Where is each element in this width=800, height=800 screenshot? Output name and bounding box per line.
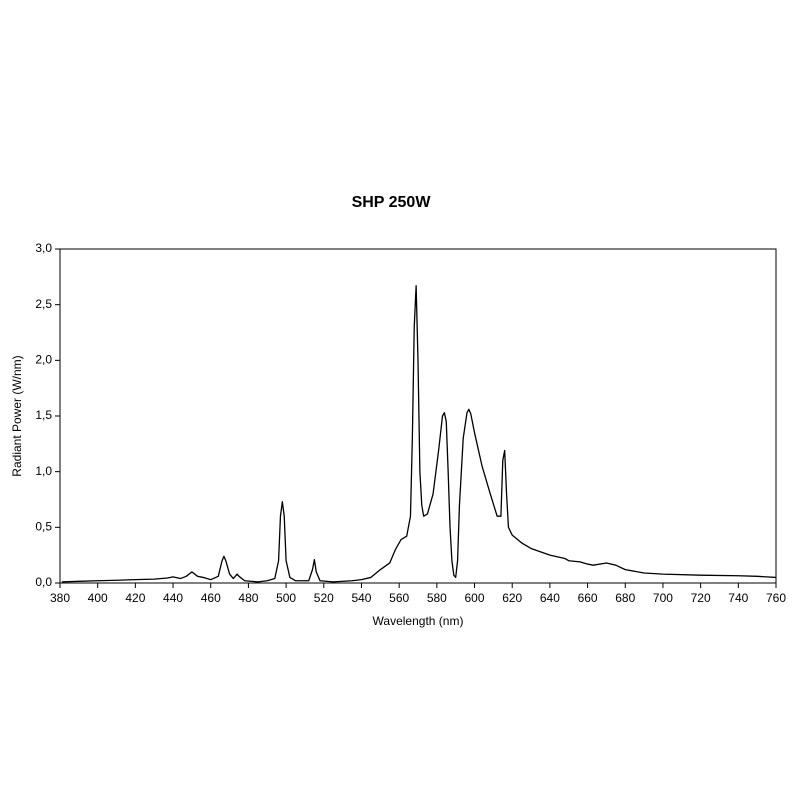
x-tick-label: 680 [615, 591, 635, 605]
x-tick-label: 440 [163, 591, 183, 605]
x-tick-label: 500 [276, 591, 296, 605]
x-axis-label: Wavelength (nm) [373, 614, 464, 628]
spectrum-line [61, 285, 777, 583]
y-tick-label: 3,0 [35, 241, 52, 255]
y-tick-label: 0,5 [35, 520, 52, 534]
chart-title: SHP 250W [352, 194, 432, 211]
x-tick-label: 380 [50, 591, 70, 605]
x-tick-label: 580 [427, 591, 447, 605]
x-tick-label: 460 [201, 591, 221, 605]
x-tick-label: 700 [653, 591, 673, 605]
y-tick-label: 2,5 [35, 297, 52, 311]
x-tick-label: 620 [502, 591, 522, 605]
x-tick-label: 520 [314, 591, 334, 605]
x-tick-label: 640 [540, 591, 560, 605]
x-tick-label: 540 [351, 591, 371, 605]
y-axis-label: Radiant Power (W/nm) [10, 355, 24, 476]
x-tick-label: 400 [88, 591, 108, 605]
x-tick-label: 740 [728, 591, 748, 605]
x-tick-label: 760 [766, 591, 786, 605]
x-tick-label: 660 [578, 591, 598, 605]
x-tick-label: 480 [238, 591, 258, 605]
x-tick-label: 420 [125, 591, 145, 605]
x-tick-label: 720 [691, 591, 711, 605]
y-tick-label: 1,0 [35, 464, 52, 478]
x-tick-label: 600 [465, 591, 485, 605]
y-tick-label: 2,0 [35, 353, 52, 367]
x-tick-label: 560 [389, 591, 409, 605]
y-tick-label: 1,5 [35, 408, 52, 422]
y-tick-label: 0,0 [35, 575, 52, 589]
